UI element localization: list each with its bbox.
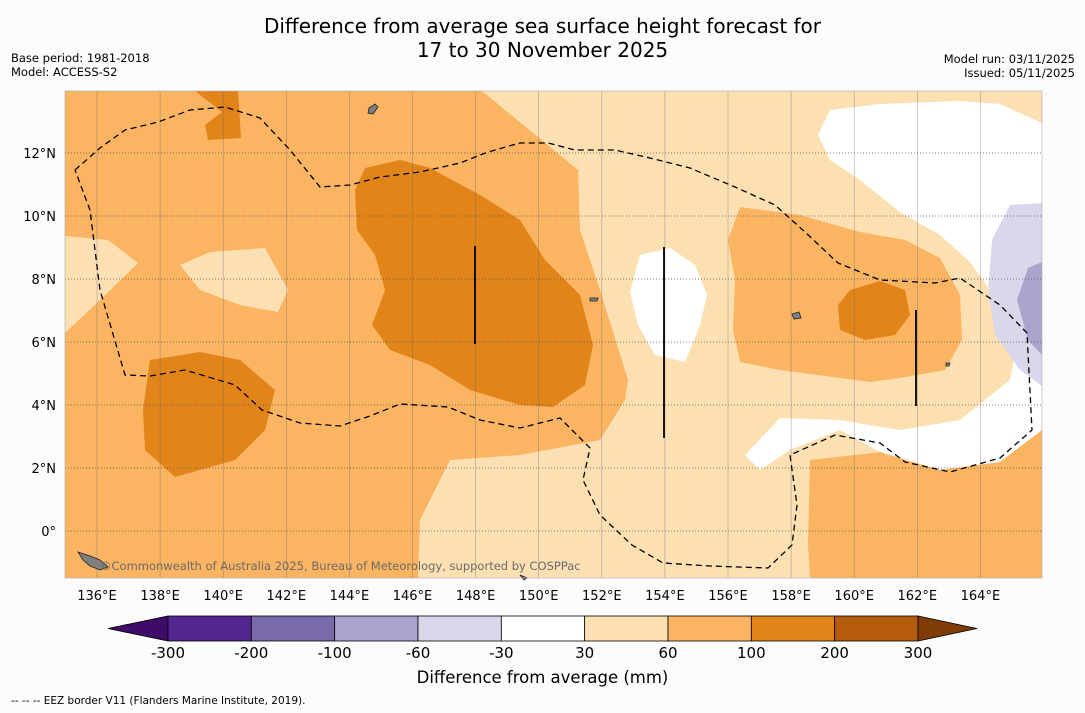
map-frame xyxy=(64,90,1043,579)
colorbar-high-extension xyxy=(917,615,978,642)
island xyxy=(589,297,599,302)
anomaly-30-60-region xyxy=(418,91,1042,578)
colorbar-tick-label: -30 xyxy=(489,644,514,662)
island xyxy=(367,103,379,115)
anomaly-100-200-east xyxy=(838,281,910,340)
meta-right: Model run: 03/11/2025 Issued: 05/11/2025 xyxy=(944,52,1075,80)
base-period: Base period: 1981-2018 xyxy=(11,51,150,65)
model-name: Model: ACCESS-S2 xyxy=(11,65,118,79)
anomaly-neutral-northeast xyxy=(745,101,1042,470)
longitude-label: 142°E xyxy=(267,589,307,604)
island xyxy=(945,362,951,367)
latitude-label: 2°N xyxy=(32,462,57,477)
map-title-line1: Difference from average sea surface heig… xyxy=(263,14,822,38)
eez-border-west xyxy=(74,106,1033,569)
issued-date: Issued: 05/11/2025 xyxy=(964,66,1075,80)
latitude-label: 4°N xyxy=(32,399,57,414)
model-run: Model run: 03/11/2025 xyxy=(943,52,1075,66)
longitude-label: 156°E xyxy=(708,589,748,604)
latitude-label: 6°N xyxy=(32,336,57,351)
anomaly-neutral-central xyxy=(630,248,707,362)
colorbar-bin xyxy=(417,615,502,642)
anomaly-30-60-west xyxy=(65,236,138,333)
anomaly-100-200-north xyxy=(195,91,241,140)
longitude-label: 154°E xyxy=(645,589,685,604)
colorbar-tick-label: -60 xyxy=(406,644,431,662)
colorbar-tick-label: -200 xyxy=(234,644,268,662)
longitude-label: 152°E xyxy=(582,589,622,604)
colorbar-tick-label: 30 xyxy=(575,644,594,662)
map-gridlines xyxy=(65,91,1042,578)
longitude-label: 162°E xyxy=(898,589,938,604)
colorbar-low-extension xyxy=(107,615,169,642)
anomaly-30-60-west2 xyxy=(180,248,288,312)
colorbar-bin xyxy=(250,615,336,642)
longitude-label: 146°E xyxy=(393,589,433,604)
longitude-label: 148°E xyxy=(456,589,496,604)
anomaly-60-100-east xyxy=(728,207,962,382)
island-new-guinea-tip xyxy=(77,551,109,571)
colorbar-bin xyxy=(334,615,419,642)
colorbar: -300 -200 -100 -60 -30 30 60 100 200 300 xyxy=(107,615,978,662)
colorbar-bin xyxy=(834,615,919,642)
island xyxy=(519,574,528,581)
longitude-label: 164°E xyxy=(961,589,1001,604)
colorbar-tick-label: 300 xyxy=(904,644,933,662)
longitude-label: 150°E xyxy=(519,589,559,604)
colorbar-tick-label: 200 xyxy=(820,644,849,662)
anomaly-100-200-southwest xyxy=(143,352,275,477)
latitude-label: 8°N xyxy=(32,273,57,288)
meta-left: Base period: 1981-2018 Model: ACCESS-S2 xyxy=(11,51,150,79)
latitude-labels: 12°N 10°N 8°N 6°N 4°N 2°N 0° xyxy=(23,147,56,540)
longitude-label: 140°E xyxy=(203,589,243,604)
colorbar-bin xyxy=(584,615,669,642)
latitude-label: 12°N xyxy=(23,147,56,162)
colorbar-tick-label: -100 xyxy=(318,644,352,662)
colorbar-bin xyxy=(167,615,252,642)
map-title-line2: 17 to 30 November 2025 xyxy=(416,38,669,62)
longitude-label: 138°E xyxy=(140,589,180,604)
footnote: -- -- -- EEZ border V11 (Flanders Marine… xyxy=(11,695,306,707)
eez-border xyxy=(74,106,1033,569)
anomaly-neg-60-100-region xyxy=(1017,262,1042,355)
longitude-label: 136°E xyxy=(77,589,117,604)
anomaly-100-200-central xyxy=(355,160,593,407)
colorbar-tick-label: 100 xyxy=(737,644,766,662)
colorbar-tick-label: -300 xyxy=(151,644,185,662)
island xyxy=(791,311,802,320)
latitude-label: 10°N xyxy=(23,210,56,225)
latitude-label: 0° xyxy=(41,525,56,540)
islands xyxy=(77,103,951,581)
colorbar-bin xyxy=(500,615,586,642)
longitude-label: 158°E xyxy=(771,589,811,604)
longitude-labels: 136°E 138°E 140°E 142°E 144°E 146°E 148°E 150°E… xyxy=(77,589,1000,604)
colorbar-bin xyxy=(750,615,836,642)
longitude-label: 144°E xyxy=(330,589,370,604)
copyright-notice: ©Commonwealth of Australia 2025, Bureau … xyxy=(100,559,581,573)
colorbar-label: Difference from average (mm) xyxy=(416,668,669,687)
colorbar-tick-label: 60 xyxy=(658,644,677,662)
longitude-label: 160°E xyxy=(834,589,874,604)
map-title: Difference from average sea surface heig… xyxy=(0,14,1085,62)
colorbar-bin xyxy=(667,615,752,642)
map-area xyxy=(65,91,1042,578)
